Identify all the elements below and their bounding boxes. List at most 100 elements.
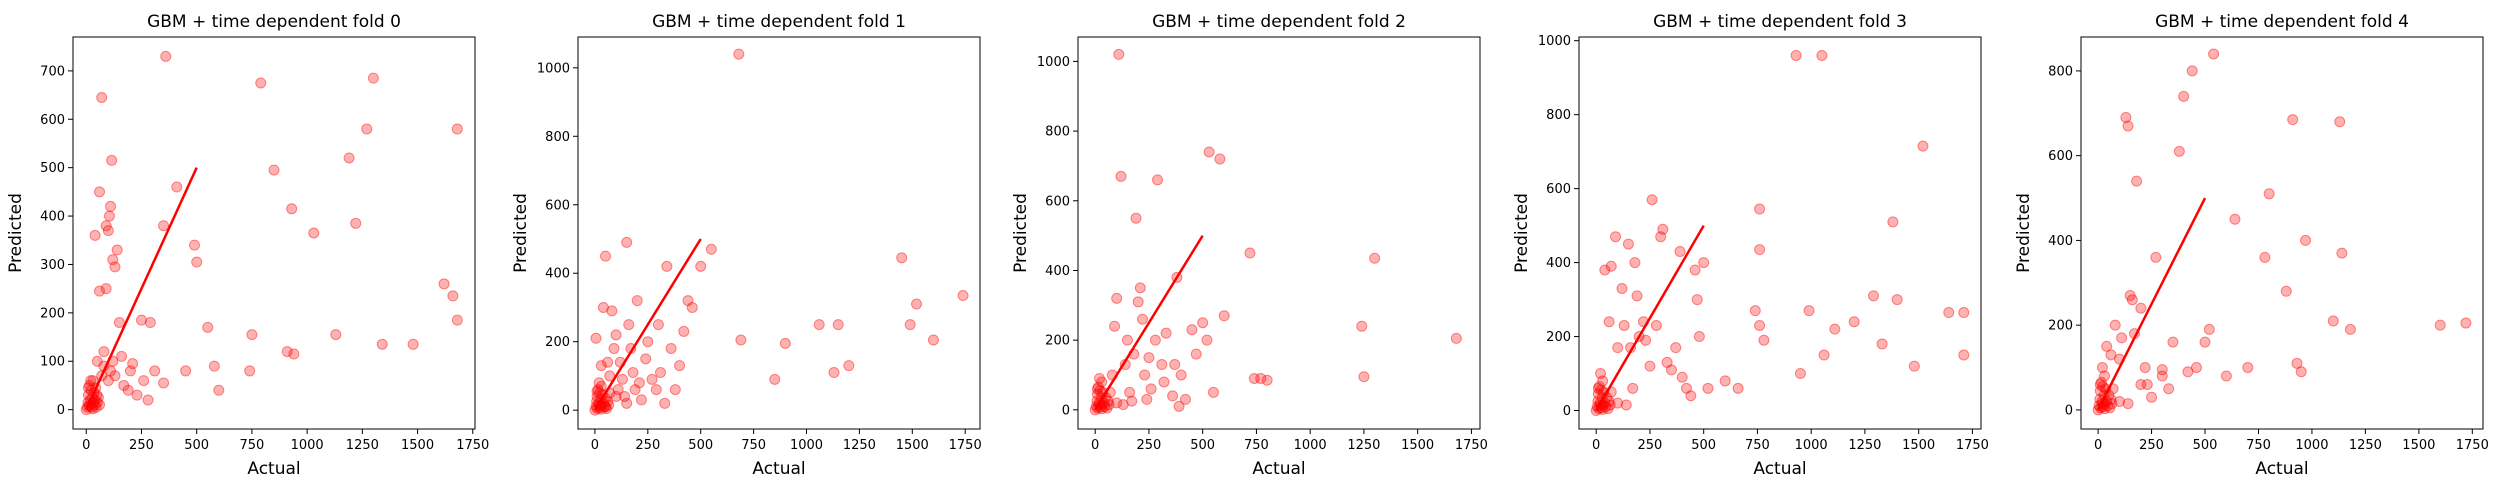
subplot-4: GBM + time dependent fold 4 0 250 500 750 100…: [2014, 12, 2489, 479]
data-point: [1261, 374, 1273, 386]
data-point: [2295, 366, 2307, 378]
data-point: [1848, 316, 1860, 328]
x-tick-label: 500: [1190, 438, 1215, 453]
data-point: [1450, 332, 1462, 344]
data-point: [1646, 194, 1658, 206]
data-point: [438, 278, 450, 290]
data-point: [669, 384, 681, 396]
data-point: [2094, 385, 2106, 397]
data-point: [1156, 359, 1168, 371]
data-point: [2182, 366, 2194, 378]
data-point: [1943, 307, 1955, 319]
data-point: [635, 394, 647, 406]
y-tick-label: 0: [1563, 404, 1571, 419]
data-point: [1109, 320, 1121, 332]
data-point: [1644, 360, 1656, 372]
subplot-3: GBM + time dependent fold 3 0 250 500 750 100…: [1512, 12, 1989, 479]
data-point: [843, 360, 855, 372]
data-point: [1685, 390, 1697, 402]
data-point: [2167, 336, 2179, 348]
data-point: [1610, 231, 1622, 243]
x-tick-label: 1750: [949, 438, 982, 453]
chart-title: GBM + time dependent fold 2: [1152, 12, 1406, 32]
data-point: [1816, 49, 1828, 61]
data-point: [2135, 379, 2147, 391]
reference-line: [2096, 197, 2207, 411]
data-point: [107, 254, 119, 266]
x-tick-label: 1250: [1848, 438, 1881, 453]
data-point: [2141, 379, 2153, 391]
data-point: [591, 385, 603, 397]
data-point: [2203, 323, 2215, 335]
y-tick-label: 200: [1546, 330, 1571, 345]
data-point: [92, 392, 104, 404]
data-point: [1121, 334, 1133, 346]
data-point: [2105, 393, 2117, 405]
data-point: [665, 343, 677, 355]
data-point: [2186, 65, 2198, 77]
data-point: [2122, 120, 2134, 132]
data-point: [2135, 302, 2147, 314]
data-point: [1111, 292, 1123, 304]
y-tick-label: 200: [545, 335, 570, 350]
y-tick-label: 600: [1045, 194, 1070, 209]
data-point: [593, 377, 605, 389]
data-point: [451, 314, 463, 326]
data-point: [592, 384, 604, 396]
data-point: [1622, 238, 1634, 250]
data-point: [84, 379, 96, 391]
data-point: [1650, 319, 1662, 331]
data-point: [1167, 390, 1179, 402]
data-point: [610, 390, 622, 402]
x-tick-label: 1250: [1347, 438, 1380, 453]
x-axis-label: Actual: [2255, 459, 2308, 479]
x-axis-label: Actual: [752, 459, 805, 479]
data-point: [100, 283, 112, 295]
chart-title: GBM + time dependent fold 4: [2155, 12, 2409, 32]
data-point: [735, 334, 747, 346]
data-point: [109, 261, 121, 273]
data-point: [144, 317, 156, 329]
data-point: [682, 295, 694, 307]
y-tick-label: 800: [2048, 64, 2073, 79]
data-point: [695, 260, 707, 272]
x-tick-label: 250: [1137, 438, 1162, 453]
data-point: [2146, 391, 2158, 403]
x-tick-label: 1000: [790, 438, 823, 453]
data-point: [2263, 188, 2275, 200]
x-tick-label: 0: [2094, 438, 2102, 453]
data-point: [1160, 327, 1172, 339]
data-point: [2096, 362, 2108, 374]
data-point: [1698, 257, 1710, 269]
data-point: [100, 220, 112, 232]
y-tick-label: 600: [2048, 149, 2073, 164]
y-tick-label: 200: [40, 306, 65, 321]
x-tick-label: 0: [1592, 438, 1600, 453]
data-point: [2101, 340, 2113, 352]
data-point: [1612, 342, 1624, 354]
data-point: [1197, 317, 1209, 329]
data-point: [1115, 170, 1127, 182]
data-point: [2099, 370, 2111, 382]
data-point: [2120, 112, 2132, 124]
data-point: [1665, 364, 1677, 376]
data-point: [447, 290, 459, 302]
data-point: [769, 373, 781, 385]
y-tick-label: 100: [40, 355, 65, 370]
x-tick-label: 1500: [401, 438, 434, 453]
data-point: [779, 337, 791, 349]
x-tick-label: 750: [2246, 438, 2271, 453]
y-tick-label: 200: [2048, 319, 2073, 334]
data-point: [633, 377, 645, 389]
data-point: [367, 72, 379, 84]
data-point: [149, 365, 161, 377]
data-point: [927, 334, 939, 346]
data-point: [2334, 116, 2346, 128]
data-point: [1790, 49, 1802, 61]
data-point: [2139, 362, 2151, 374]
data-point: [1169, 359, 1181, 371]
data-point: [652, 319, 664, 331]
data-point: [705, 243, 717, 255]
data-point: [602, 396, 614, 408]
